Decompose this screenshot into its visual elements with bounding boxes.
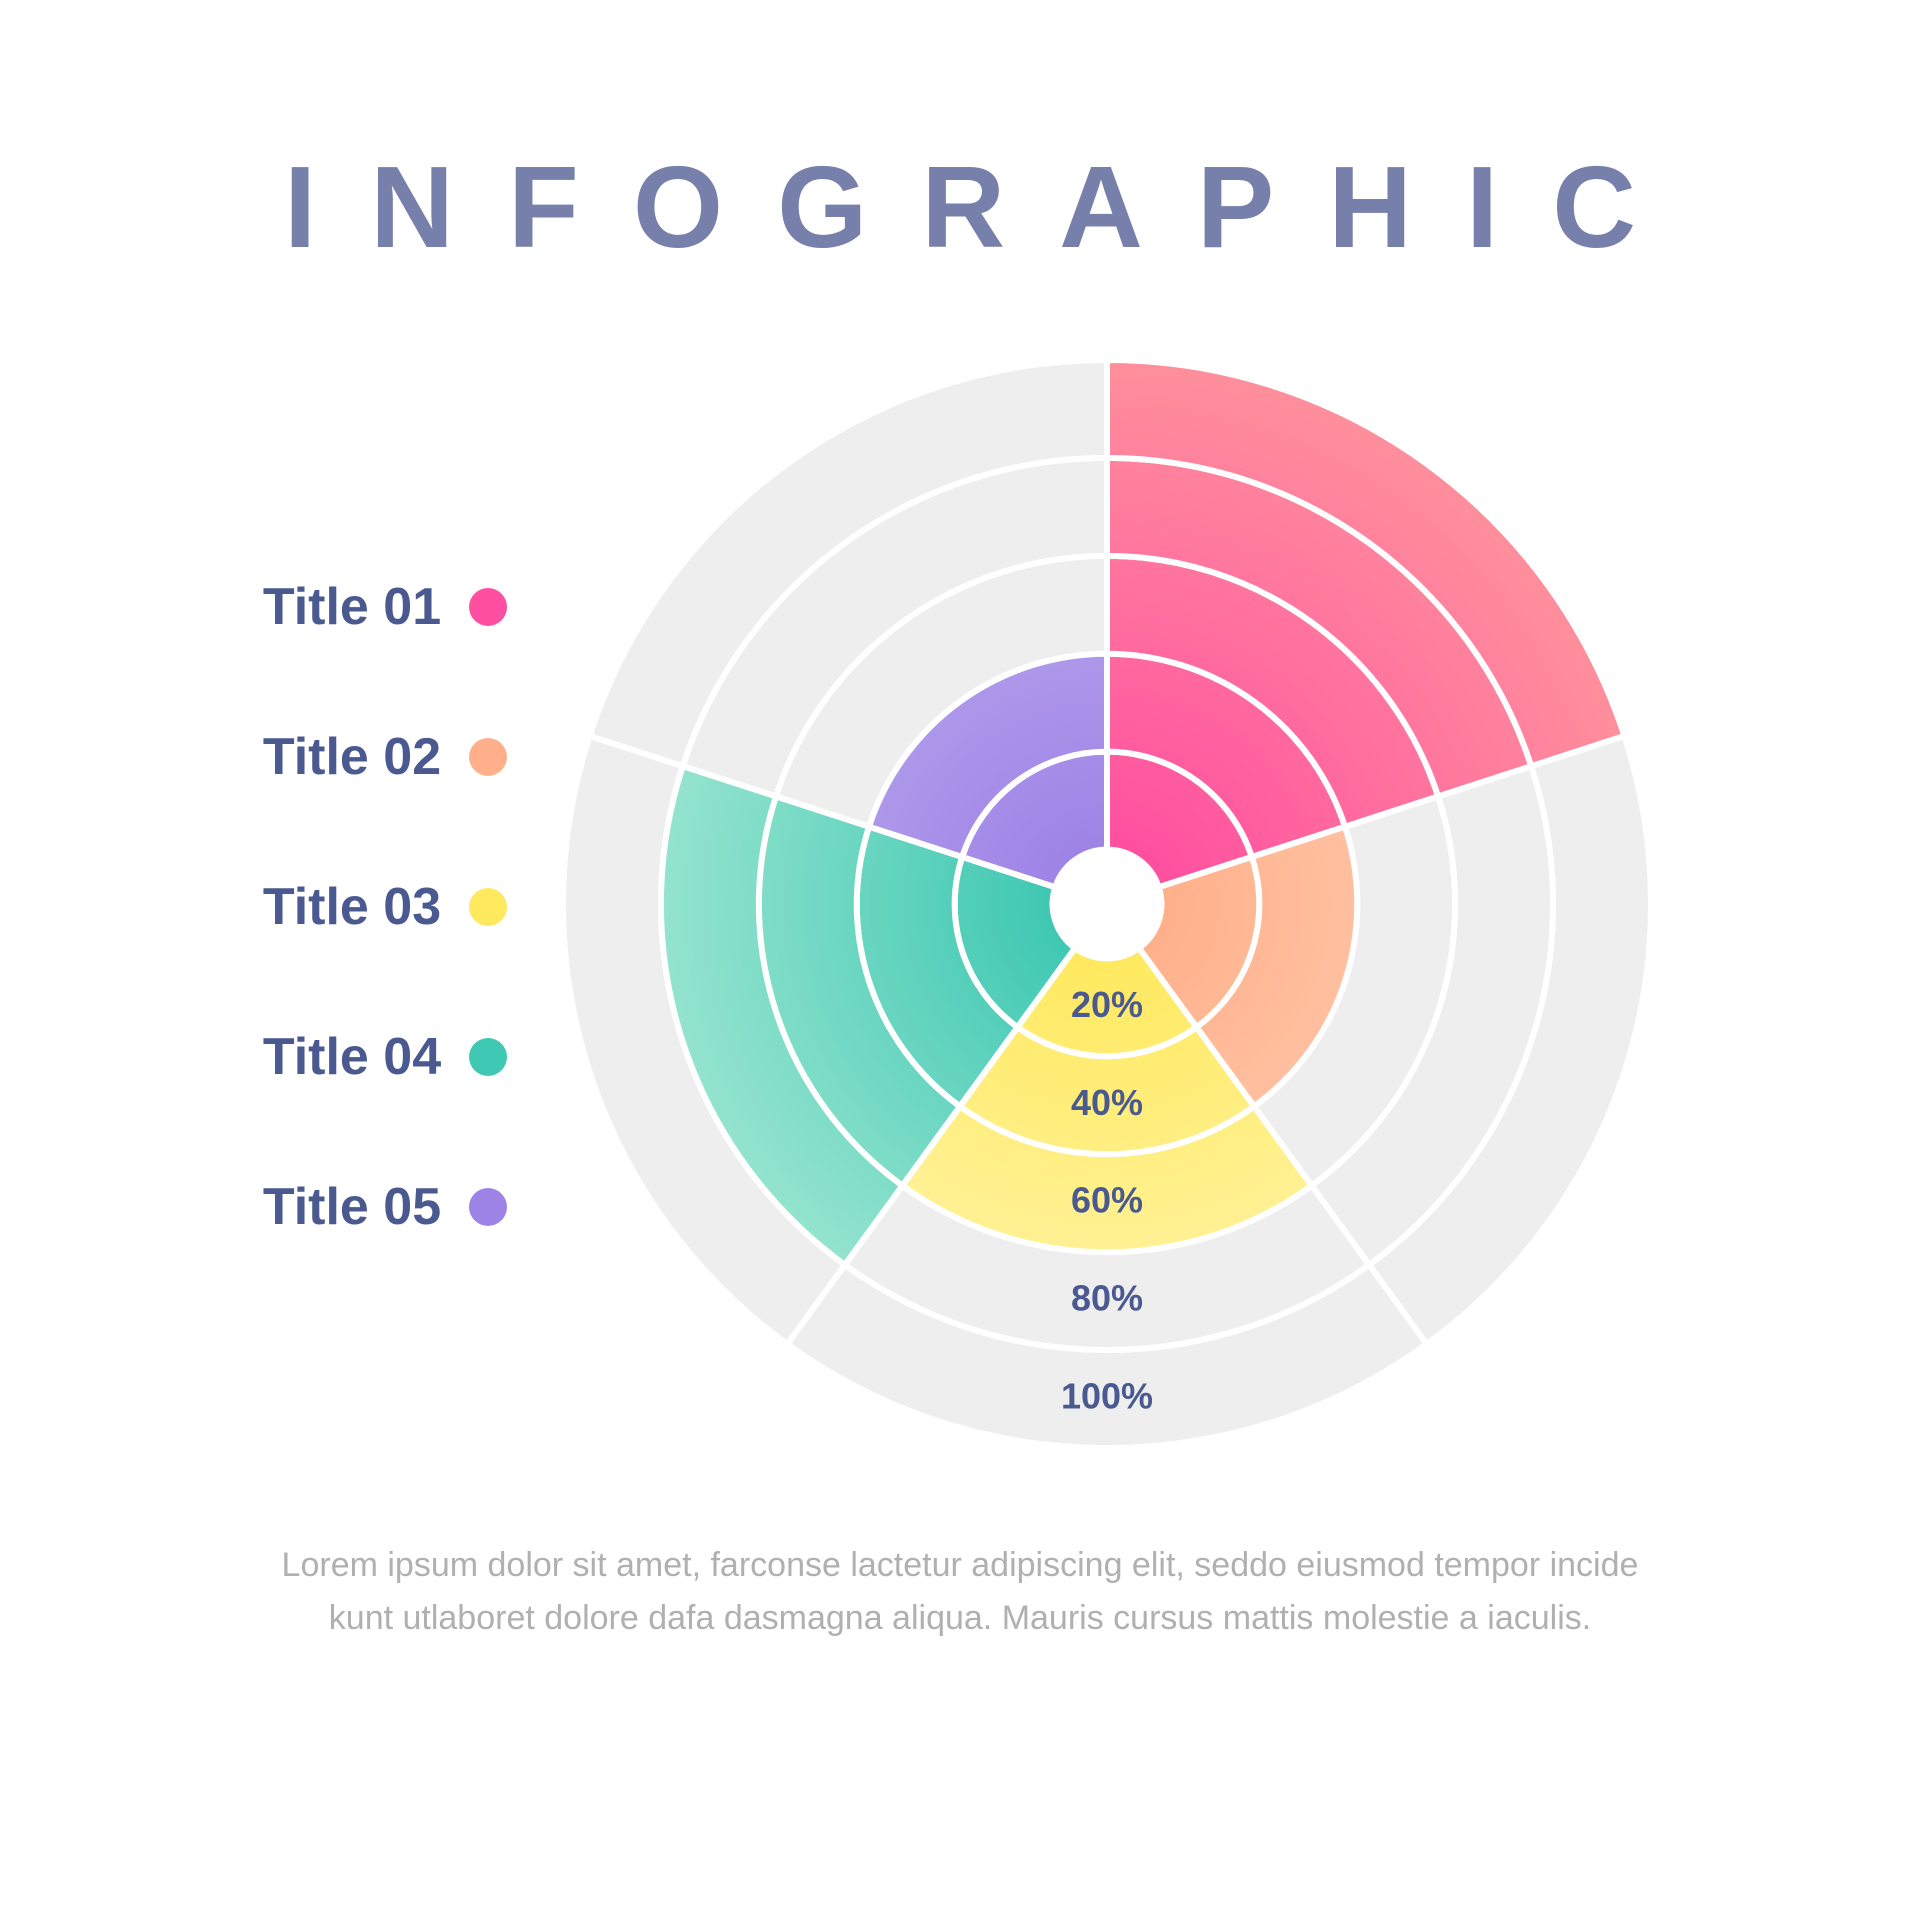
legend-swatch: [469, 588, 507, 626]
axis-label: 20%: [1071, 984, 1143, 1025]
legend-item: Title 01: [263, 577, 507, 637]
page: INFOGRAPHIC Title 01Title 02Title 03Titl…: [0, 0, 1920, 1919]
axis-label: 60%: [1071, 1180, 1143, 1221]
axis-label: 100%: [1061, 1376, 1153, 1417]
main: Title 01 Title 02 Title 03 Title 04 Title 05…: [100, 354, 1820, 1459]
caption: Lorem ipsum dolor sit amet, farconse lac…: [260, 1539, 1660, 1644]
legend-label: Title 02: [263, 727, 441, 787]
legend-item: Title 02: [263, 727, 507, 787]
legend-label: Title 04: [263, 1027, 441, 1087]
legend-label: Title 01: [263, 577, 441, 637]
legend-item: Title 03: [263, 877, 507, 937]
page-title: INFOGRAPHIC: [230, 140, 1690, 274]
legend-item: Title 05: [263, 1177, 507, 1237]
legend-swatch: [469, 1188, 507, 1226]
axis-label: 40%: [1071, 1082, 1143, 1123]
legend-swatch: [469, 1038, 507, 1076]
polar-chart: 20% 40% 60% 80% 100%: [557, 354, 1657, 1459]
legend-item: Title 04: [263, 1027, 507, 1087]
legend-swatch: [469, 888, 507, 926]
legend-swatch: [469, 738, 507, 776]
legend: Title 01 Title 02 Title 03 Title 04 Title 05: [263, 577, 507, 1237]
legend-label: Title 05: [263, 1177, 441, 1237]
legend-label: Title 03: [263, 877, 441, 937]
axis-label: 80%: [1071, 1278, 1143, 1319]
